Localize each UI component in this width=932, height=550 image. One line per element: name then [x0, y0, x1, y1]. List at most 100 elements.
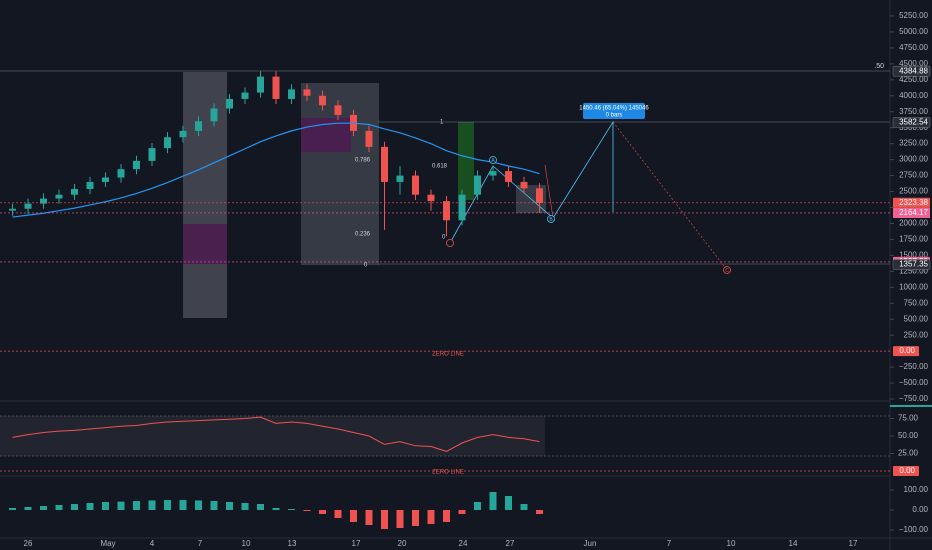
macd-bar	[257, 504, 264, 510]
candle-body	[210, 108, 218, 122]
macd-bar	[9, 508, 16, 510]
y-tick-label: 3000.00	[899, 155, 928, 164]
candle-body	[427, 194, 435, 202]
price-tag	[893, 197, 930, 208]
wave-marker	[489, 156, 497, 164]
macd-bar	[241, 503, 249, 510]
candle-body	[179, 130, 187, 138]
macd-bar	[24, 507, 32, 510]
price-tag-label: 1357.35	[899, 260, 928, 269]
macd-bar	[272, 508, 280, 510]
candle-body	[520, 181, 528, 189]
macd-bar	[505, 496, 512, 510]
wave-marker	[547, 215, 555, 223]
projection-line	[544, 164, 554, 219]
candle-body	[334, 105, 342, 115]
fib-label: 0.786	[355, 158, 371, 164]
y-tick-label: 4000.00	[899, 91, 928, 100]
x-tick-label: 13	[288, 539, 297, 548]
fib-label: 1	[440, 120, 444, 126]
wave-label: B	[549, 217, 553, 223]
macd-bar	[40, 506, 47, 510]
fib-label: 0.236	[355, 232, 371, 238]
y-tick-label: −250.00	[899, 362, 929, 371]
level-label: .50	[874, 63, 884, 70]
wave-label: A	[491, 158, 495, 164]
macd-bar	[334, 510, 342, 518]
y-tick-label: −100.00	[899, 525, 929, 534]
fib-label: 0	[364, 263, 368, 269]
zero-line-label: ZERO LINE	[432, 470, 464, 476]
measure-box	[583, 103, 645, 119]
macd-bar	[164, 500, 171, 510]
x-tick-label: 4	[150, 539, 155, 548]
oscillator-band	[0, 416, 545, 456]
fib-label: 0.618	[432, 164, 448, 170]
y-tick-label: 750.00	[904, 298, 929, 307]
macd-bar	[102, 502, 109, 510]
macd-bar	[474, 502, 481, 510]
candle-body	[40, 198, 47, 204]
wave-marker	[446, 239, 454, 247]
macd-bar	[396, 510, 404, 528]
candle-body	[319, 95, 326, 106]
candle-body	[195, 121, 202, 131]
x-tick-label: 24	[459, 539, 468, 548]
y-tick-label: 5250.00	[899, 11, 928, 20]
macd-bar	[117, 501, 125, 510]
price-tag-label: 2164.17	[899, 208, 928, 217]
wave-label: C	[725, 268, 729, 274]
candle-body	[117, 169, 125, 178]
macd-bar	[303, 510, 311, 511]
y-tick-label: −750.00	[899, 394, 929, 403]
x-tick-label: Jun	[584, 539, 597, 548]
measure-label: 1450.46 (65.04%) 145046	[579, 106, 649, 112]
x-tick-label: 26	[24, 539, 33, 548]
x-tick-label: 10	[727, 539, 736, 548]
y-tick-label: 1750.00	[899, 235, 928, 244]
candle-body	[505, 171, 512, 182]
candle-body	[9, 208, 16, 211]
candle-body	[257, 76, 264, 93]
price-tag	[892, 117, 931, 128]
y-tick-label: 2750.00	[899, 171, 928, 180]
macd-bar	[412, 510, 419, 526]
macd-bar	[86, 503, 94, 510]
candle-body	[489, 171, 497, 176]
measure-bars: 0 bars	[606, 113, 623, 119]
macd-bar	[179, 500, 187, 510]
y-tick-label: 2500.00	[899, 187, 928, 196]
y-tick-label: −500.00	[899, 378, 929, 387]
candle-body	[303, 89, 311, 96]
x-tick-label: 14	[789, 539, 798, 548]
zero-tag	[893, 346, 919, 357]
macd-bar	[381, 510, 388, 529]
y-tick-label: 50.00	[898, 431, 919, 440]
macd-bar	[536, 510, 543, 514]
macd-bar	[71, 504, 78, 510]
zero-label: 0.00	[899, 466, 915, 475]
y-tick-label: 1500.00	[899, 250, 928, 259]
price-tag	[893, 207, 930, 218]
macd-bar	[458, 510, 466, 514]
candle-body	[458, 194, 466, 221]
candle-body	[288, 89, 295, 99]
candle-body	[241, 92, 249, 99]
macd-bar	[443, 510, 450, 522]
x-tick-label: 7	[667, 539, 672, 548]
x-tick-label: 7	[198, 539, 203, 548]
range-box	[183, 72, 227, 318]
oscillator-line	[12, 416, 540, 452]
x-tick-label: 27	[506, 539, 515, 548]
macd-bar	[148, 500, 156, 510]
candle-body	[536, 188, 543, 204]
candle-body	[443, 201, 450, 221]
zero-tag	[893, 466, 919, 476]
y-tick-label: 100.00	[904, 485, 929, 494]
candle-body	[102, 177, 109, 182]
indicator-marker	[890, 405, 932, 407]
candle-body	[226, 98, 233, 109]
zero-label: 0.00	[899, 346, 915, 355]
macd-bar	[319, 510, 326, 514]
